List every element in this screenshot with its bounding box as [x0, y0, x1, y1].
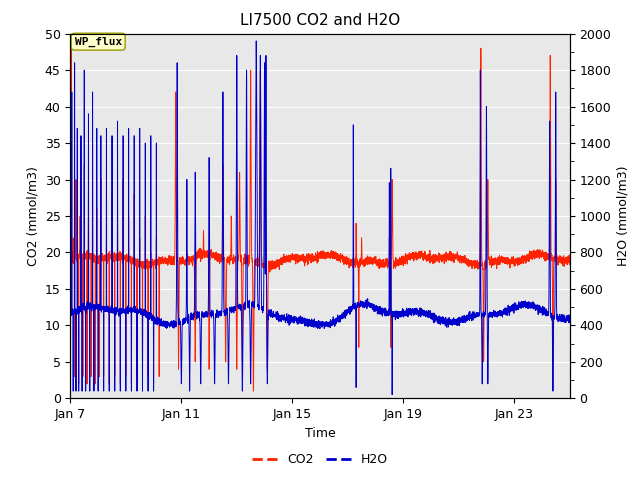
CO2	[392, 260, 399, 266]
H2O	[157, 317, 165, 323]
X-axis label: Time: Time	[305, 427, 335, 440]
H2O	[477, 310, 485, 315]
Text: WP_flux: WP_flux	[75, 36, 122, 47]
H2O	[566, 315, 573, 321]
H2O	[392, 308, 399, 314]
CO2	[366, 257, 374, 263]
Y-axis label: H2O (mmol/m3): H2O (mmol/m3)	[617, 166, 630, 266]
CO2	[566, 262, 573, 267]
CO2	[477, 85, 485, 91]
CO2	[157, 257, 165, 263]
CO2	[67, 45, 75, 51]
CO2	[439, 253, 447, 259]
H2O	[67, 311, 74, 317]
Legend: CO2, H2O: CO2, H2O	[247, 448, 393, 471]
Line: CO2: CO2	[70, 48, 570, 391]
H2O	[257, 276, 265, 282]
CO2	[67, 257, 74, 263]
Y-axis label: CO2 (mmol/m3): CO2 (mmol/m3)	[26, 166, 39, 266]
Line: H2O: H2O	[70, 41, 570, 395]
CO2	[250, 388, 257, 394]
H2O	[388, 392, 396, 397]
CO2	[257, 240, 265, 246]
H2O	[366, 301, 374, 307]
Title: LI7500 CO2 and H2O: LI7500 CO2 and H2O	[240, 13, 400, 28]
H2O	[252, 38, 260, 44]
H2O	[439, 318, 447, 324]
